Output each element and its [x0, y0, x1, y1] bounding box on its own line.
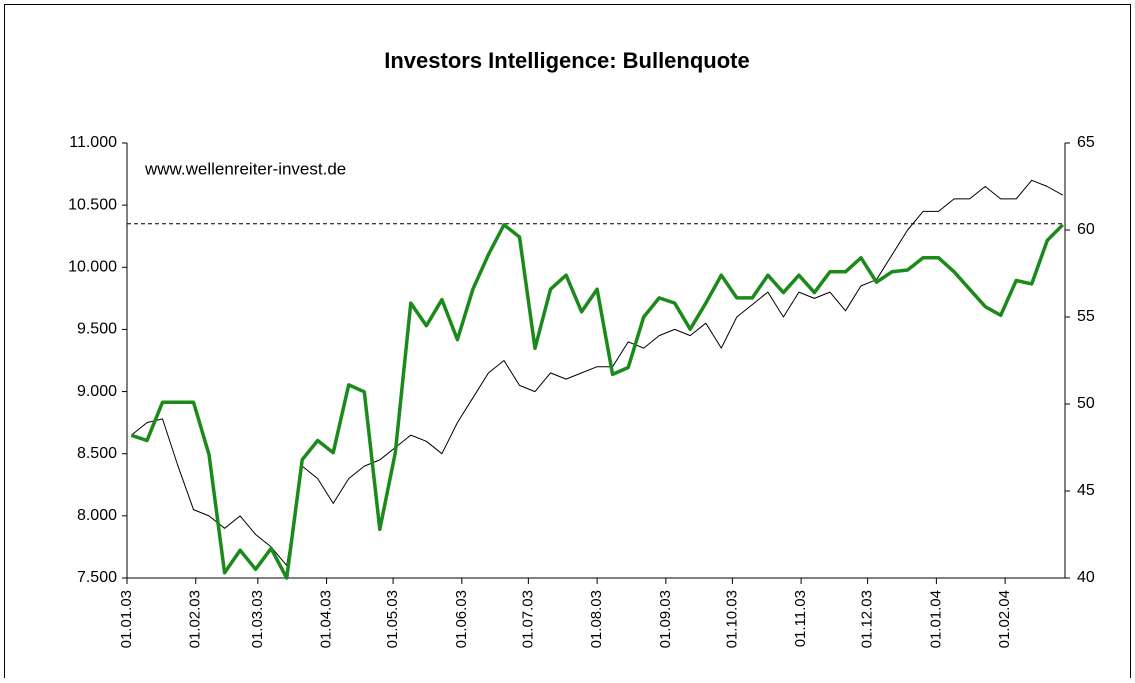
- y2-tick-label: 40: [1077, 569, 1095, 586]
- annotation: www.wellenreiter-invest.de: [144, 159, 346, 178]
- x-tick-label: 01.01.03: [118, 590, 135, 648]
- y-tick-label: 9.000: [77, 383, 117, 400]
- x-tick-label: 01.12.03: [859, 590, 876, 648]
- y-tick-label: 8.000: [77, 507, 117, 524]
- y-tick-label: 8.500: [77, 445, 117, 462]
- chart-title: Investors Intelligence: Bullenquote: [384, 48, 750, 73]
- x-tick-label: 01.03.03: [249, 590, 266, 648]
- y2-tick-label: 50: [1077, 395, 1095, 412]
- x-tick-label: 01.07.03: [519, 590, 536, 648]
- x-tick-label: 01.02.04: [996, 590, 1013, 648]
- y-tick-label: 9.500: [77, 321, 117, 338]
- y2-tick-label: 60: [1077, 221, 1095, 238]
- series-line: [130, 223, 1065, 580]
- x-tick-label: 01.08.03: [588, 590, 605, 648]
- y-tick-label: 7.500: [77, 569, 117, 586]
- x-tick-label: 01.10.03: [723, 590, 740, 648]
- x-tick-label: 01.09.03: [657, 590, 674, 648]
- y-tick-label: 10.000: [68, 259, 117, 276]
- x-tick-label: 01.04.03: [318, 590, 335, 648]
- y-tick-label: 11.000: [69, 134, 117, 151]
- x-tick-label: 01.02.03: [187, 590, 204, 648]
- x-tick-label: 01.11.03: [792, 590, 809, 647]
- chart-frame: [4, 4, 1131, 683]
- y2-tick-label: 55: [1077, 308, 1095, 325]
- x-tick-label: 01.06.03: [453, 590, 470, 648]
- y2-tick-label: 65: [1077, 134, 1095, 151]
- y-tick-label: 10.500: [68, 196, 117, 213]
- y2-tick-label: 45: [1077, 482, 1095, 499]
- x-tick-label: 01.05.03: [384, 590, 401, 648]
- x-tick-label: 01.01.04: [927, 590, 944, 648]
